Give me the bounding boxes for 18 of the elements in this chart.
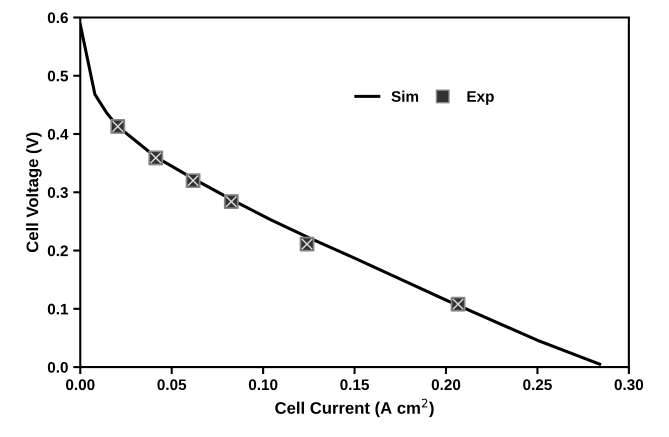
x-tick-label: 0.20 xyxy=(432,379,460,390)
y-tick-label: 0.5 xyxy=(48,70,68,82)
x-tick-label: 0.15 xyxy=(340,379,370,390)
legend-label: Exp xyxy=(467,91,494,105)
x-tick-label: 0.05 xyxy=(157,379,186,390)
x-tick-label: 0.30 xyxy=(614,379,644,390)
x-axis-title: Cell Current (A cm$^{2}$) xyxy=(275,398,434,418)
x-tick-label: 0.10 xyxy=(248,379,278,390)
y-tick-label: 0.3 xyxy=(48,187,68,198)
y-tick-label: 0.0 xyxy=(48,362,68,373)
y-tick-label: 0.2 xyxy=(48,245,68,256)
legend-label: Sim xyxy=(391,90,418,102)
y-tick-label: 0.4 xyxy=(48,128,68,140)
y-tick-label: 0.1 xyxy=(48,304,68,314)
y-tick-label: 0.6 xyxy=(48,12,68,24)
y-axis-title: Cell Voltage (V) xyxy=(26,132,42,252)
x-tick-label: 0.25 xyxy=(523,379,552,390)
x-tick-label: 0.00 xyxy=(66,379,95,390)
